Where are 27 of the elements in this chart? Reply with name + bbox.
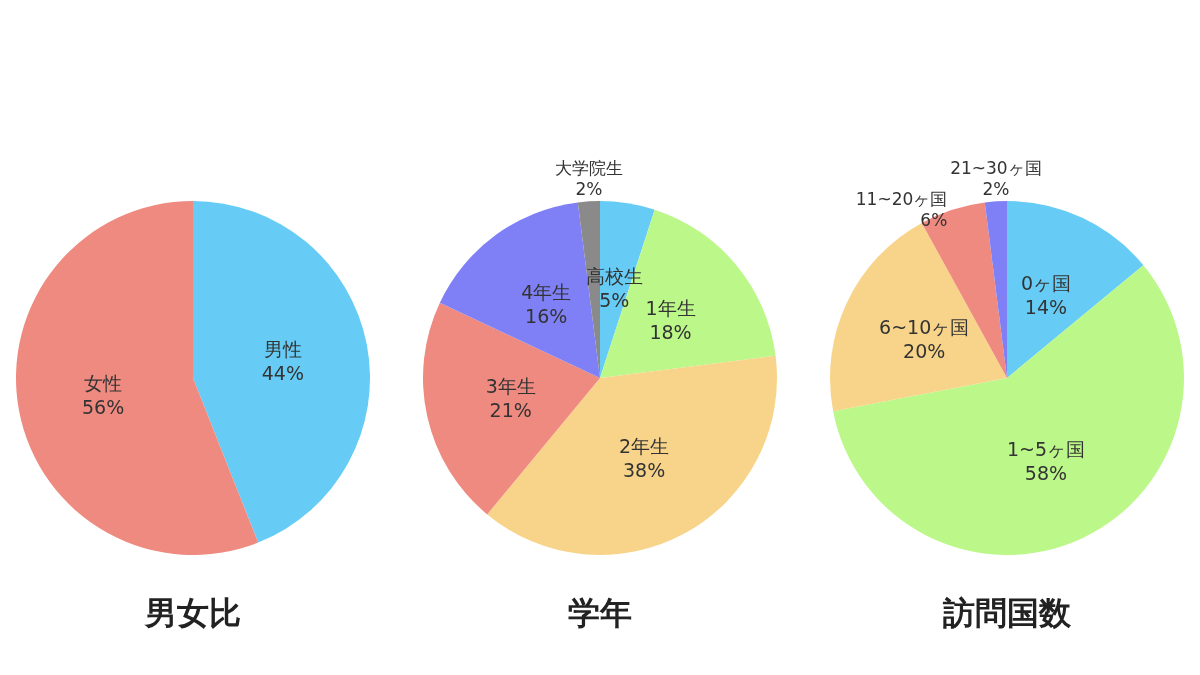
data-label: 14% <box>1024 296 1068 319</box>
slice-label: 4年生 <box>521 280 572 303</box>
text: 学年 <box>568 594 632 632</box>
data-label: 38% <box>622 459 666 482</box>
slice-label: 3年生 <box>485 374 536 397</box>
data-label: 2% <box>982 178 1010 199</box>
data-label: 6% <box>920 210 948 231</box>
slice-label: 6~10ヶ国 <box>879 316 970 339</box>
data-label: 18% <box>649 320 692 343</box>
slice-label: 女性 <box>84 372 123 395</box>
data-label: 56% <box>82 396 125 419</box>
slice-label: 11~20ヶ国 <box>855 189 948 210</box>
slice-label: 1~5ヶ国 <box>1006 437 1086 460</box>
data-label: 58% <box>1024 461 1068 484</box>
slice-label: 0ヶ国 <box>1020 272 1072 295</box>
data-label: 2% <box>575 178 603 199</box>
data-label: 20% <box>903 340 946 363</box>
slice-label: 男性 <box>263 337 302 360</box>
slice-label: 1年生 <box>645 296 696 319</box>
slice-label: 21~30ヶ国 <box>950 157 1042 178</box>
data-label: 44% <box>261 361 304 384</box>
text: 男女比 <box>144 594 241 632</box>
slice-label: 2年生 <box>619 435 670 458</box>
data-label: 21% <box>489 398 532 421</box>
text: 訪問国数 <box>942 594 1072 632</box>
slice-label: 大学院生 <box>554 157 623 178</box>
data-label: 16% <box>525 304 568 327</box>
